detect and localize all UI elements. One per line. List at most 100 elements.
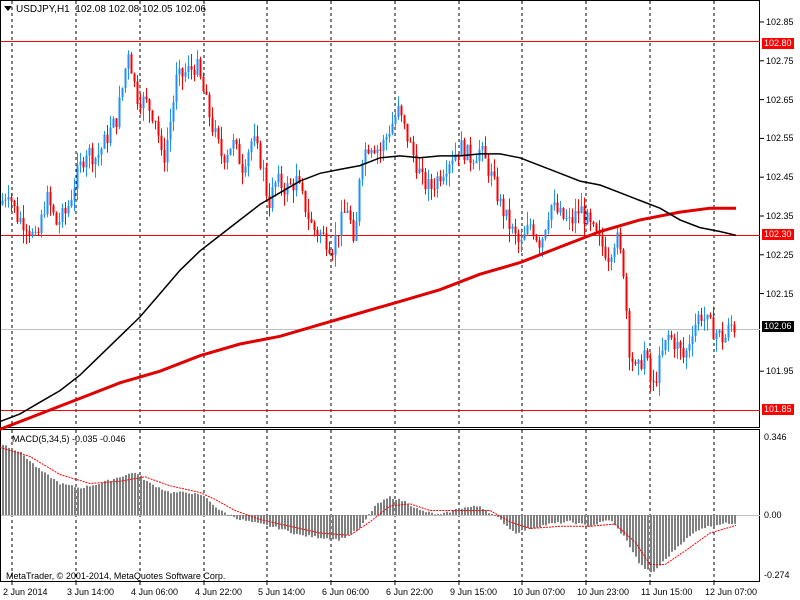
macd-bar	[329, 515, 331, 540]
chart-menu-icon[interactable]	[4, 6, 12, 11]
candle-body	[220, 138, 223, 157]
macd-bar	[446, 511, 448, 515]
macd-bar	[8, 447, 10, 515]
macd-bar	[176, 492, 178, 515]
macd-bar	[80, 488, 82, 515]
macd-bar	[587, 515, 589, 527]
candle-body	[448, 164, 451, 174]
candle-body	[292, 183, 295, 191]
macd-bar	[149, 482, 151, 515]
candle-body	[478, 149, 481, 162]
candle-body	[715, 332, 718, 339]
macd-bar	[545, 515, 547, 526]
candle-body	[238, 143, 241, 164]
macd-axis-zero: 0.00	[764, 510, 782, 520]
candle-body	[436, 176, 439, 190]
macd-bar	[20, 451, 22, 515]
candle-body	[520, 239, 523, 242]
time-tick-label: 4 Jun 06:00	[131, 587, 179, 597]
candle-body	[694, 324, 697, 337]
candle-body	[355, 221, 358, 241]
macd-bar	[689, 515, 691, 537]
candle-body	[316, 229, 319, 236]
macd-bar	[596, 515, 598, 525]
candle-body	[640, 360, 643, 369]
candle-body	[190, 66, 193, 70]
macd-bar	[311, 515, 313, 538]
macd-bar	[308, 515, 310, 536]
macd-bar	[152, 484, 154, 515]
price-tick-label: 102.65	[766, 94, 794, 105]
macd-bar	[179, 491, 181, 515]
macd-bar	[572, 515, 574, 523]
macd-bar	[527, 515, 529, 529]
candle-body	[697, 314, 700, 325]
candle-body	[499, 198, 502, 202]
macd-bar	[236, 515, 238, 520]
candle-body	[421, 168, 424, 173]
candle-body	[187, 66, 190, 73]
macd-bar	[623, 515, 625, 536]
candle-body	[616, 232, 619, 248]
macd-bar	[551, 515, 553, 524]
macd-bar	[113, 478, 115, 515]
chart-header: USDJPY,H1 102.08 102.08 102.05 102.06	[16, 4, 206, 16]
macd-bar	[224, 512, 226, 515]
candle-body	[232, 139, 235, 149]
macd-bar	[248, 515, 250, 521]
macd-bar	[77, 487, 79, 515]
candle-body	[607, 258, 610, 262]
candle-body	[661, 350, 664, 356]
candle-body	[244, 166, 247, 173]
macd-bar	[602, 515, 604, 522]
macd-bar	[362, 515, 364, 524]
candle-body	[55, 212, 58, 225]
candle-body	[592, 222, 595, 225]
macd-bar	[101, 482, 103, 515]
macd-bar	[701, 515, 703, 529]
candle-body	[724, 337, 727, 343]
candle-body	[382, 139, 385, 151]
macd-bar	[383, 499, 385, 515]
macd-bar	[182, 491, 184, 515]
candle-body	[409, 141, 412, 143]
macd-bar	[254, 515, 256, 522]
candle-body	[373, 149, 376, 153]
candle-body	[565, 217, 568, 219]
candle-body	[49, 191, 52, 206]
candle-body	[10, 197, 13, 201]
candle-body	[337, 235, 340, 237]
macd-bar	[65, 484, 67, 515]
candle-body	[352, 219, 355, 241]
candle-body	[58, 221, 61, 225]
macd-bar	[419, 509, 421, 515]
candle-body	[682, 348, 685, 358]
candle-body	[208, 94, 211, 118]
candle-body	[61, 207, 64, 222]
candle-body	[454, 153, 457, 161]
macd-bar	[23, 455, 25, 515]
macd-signal-line	[0, 447, 737, 565]
time-tick-label: 12 Jun 07:00	[705, 587, 758, 597]
macd-bar	[608, 515, 610, 521]
macd-bar	[536, 515, 538, 528]
candle-body	[400, 105, 403, 116]
ma-fast-line	[0, 153, 737, 423]
macd-bar	[632, 515, 634, 553]
macd-bar	[413, 507, 415, 515]
macd-bar	[284, 515, 286, 530]
macd-bar	[542, 515, 544, 526]
macd-bar	[338, 515, 340, 541]
candle-body	[103, 134, 106, 149]
macd-bar	[629, 515, 631, 548]
candle-body	[241, 163, 244, 173]
macd-bar	[278, 515, 280, 530]
candle-body	[148, 99, 151, 111]
macd-bar	[170, 493, 172, 515]
candle-body	[541, 238, 544, 248]
candle-body	[283, 188, 286, 195]
macd-bar	[314, 515, 316, 537]
candle-body	[664, 340, 667, 351]
macd-bar	[494, 515, 496, 516]
